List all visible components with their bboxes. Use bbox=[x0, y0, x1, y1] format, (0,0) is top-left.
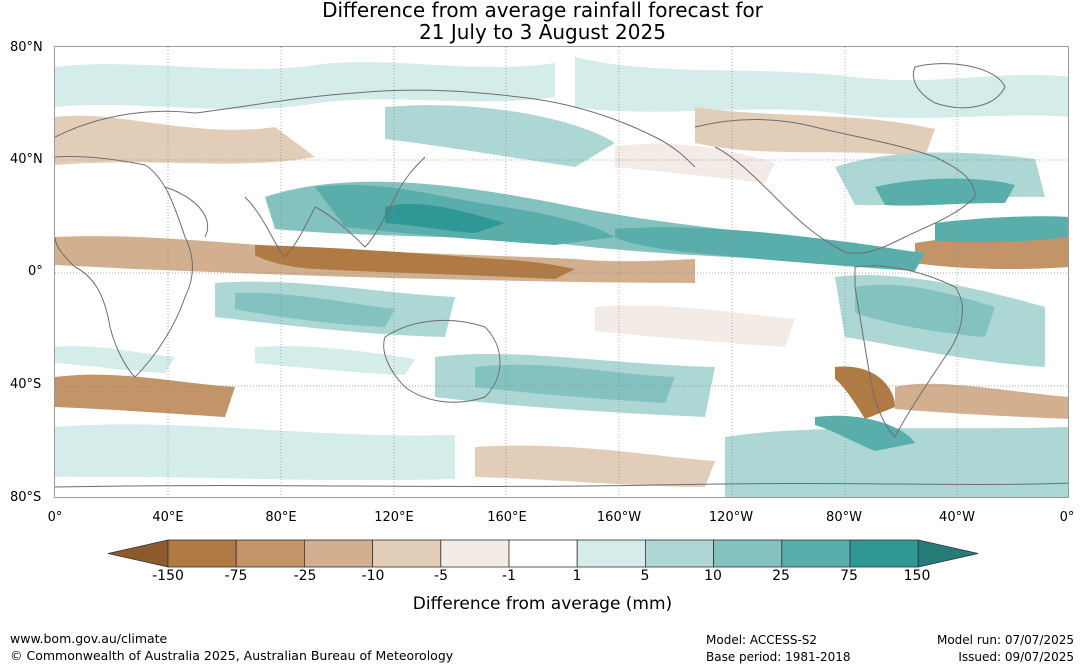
base-period: Base period: 1981-2018 bbox=[706, 650, 851, 664]
copyright-notice: © Commonwealth of Australia 2025, Austra… bbox=[10, 648, 454, 663]
colorbar-bin bbox=[713, 539, 783, 568]
colorbar-bin bbox=[576, 539, 646, 568]
colorbar-tick-label: 10 bbox=[704, 568, 722, 584]
lon-label-80e: 80°E bbox=[265, 510, 297, 525]
colorbar-bin bbox=[508, 539, 578, 568]
coastlines bbox=[55, 63, 1068, 488]
anomaly-patches bbox=[55, 57, 1068, 497]
graticule bbox=[55, 47, 1068, 497]
colorbar-tick-label: -10 bbox=[361, 568, 385, 584]
colorbar-bin bbox=[645, 539, 715, 568]
lat-label-80s: 80°S bbox=[10, 490, 42, 505]
lon-label-120w: 120°W bbox=[708, 510, 754, 525]
lat-label-80n: 80°N bbox=[10, 40, 43, 55]
lon-label-80w: 80°W bbox=[826, 510, 862, 525]
colorbar-bin bbox=[440, 539, 510, 568]
colorbar-tick-label: -150 bbox=[152, 568, 184, 584]
colorbar-tick-label: -25 bbox=[293, 568, 317, 584]
rainfall-anomaly-map bbox=[54, 46, 1069, 498]
lon-label-0-left: 0° bbox=[47, 510, 63, 525]
colorbar-tick-label: 1 bbox=[572, 568, 582, 584]
map-canvas bbox=[55, 47, 1068, 497]
colorbar-tick-label: -75 bbox=[224, 568, 248, 584]
colorbar-tick-label: 25 bbox=[772, 568, 790, 584]
colorbar-tick-label: 150 bbox=[903, 568, 931, 584]
colorbar-tick-label: -1 bbox=[502, 568, 516, 584]
model-run-date: Model run: 07/07/2025 bbox=[936, 633, 1074, 647]
lon-label-120e: 120°E bbox=[374, 510, 414, 525]
colorbar-title: Difference from average (mm) bbox=[412, 594, 673, 614]
colorbar bbox=[107, 539, 979, 568]
colorbar-bin bbox=[167, 539, 237, 568]
colorbar-tick-label: -5 bbox=[434, 568, 448, 584]
lon-label-40e: 40°E bbox=[152, 510, 184, 525]
colorbar-tick-label: 5 bbox=[640, 568, 650, 584]
colorbar-extend-low bbox=[107, 539, 169, 568]
issued-date: Issued: 09/07/2025 bbox=[958, 650, 1074, 664]
map-title-line-1: Difference from average rainfall forecas… bbox=[322, 0, 763, 22]
lon-label-40w: 40°W bbox=[939, 510, 975, 525]
lon-label-160e: 160°E bbox=[487, 510, 527, 525]
model-name: Model: ACCESS-S2 bbox=[706, 633, 818, 647]
colorbar-bin bbox=[235, 539, 305, 568]
lat-label-40n: 40°N bbox=[10, 152, 43, 167]
colorbar-bin bbox=[781, 539, 851, 568]
lon-label-160w: 160°W bbox=[596, 510, 642, 525]
lon-label-0-right: 0° bbox=[1059, 510, 1075, 525]
website-url[interactable]: www.bom.gov.au/climate bbox=[10, 631, 168, 646]
lat-label-equator: 0° bbox=[28, 264, 43, 279]
colorbar-bin bbox=[303, 539, 373, 568]
colorbar-bin bbox=[372, 539, 442, 568]
colorbar-tick-label: 75 bbox=[840, 568, 858, 584]
colorbar-bin bbox=[849, 539, 919, 568]
map-title-line-2: 21 July to 3 August 2025 bbox=[419, 20, 666, 44]
colorbar-extend-high bbox=[917, 539, 979, 568]
lat-label-40s: 40°S bbox=[10, 377, 42, 392]
